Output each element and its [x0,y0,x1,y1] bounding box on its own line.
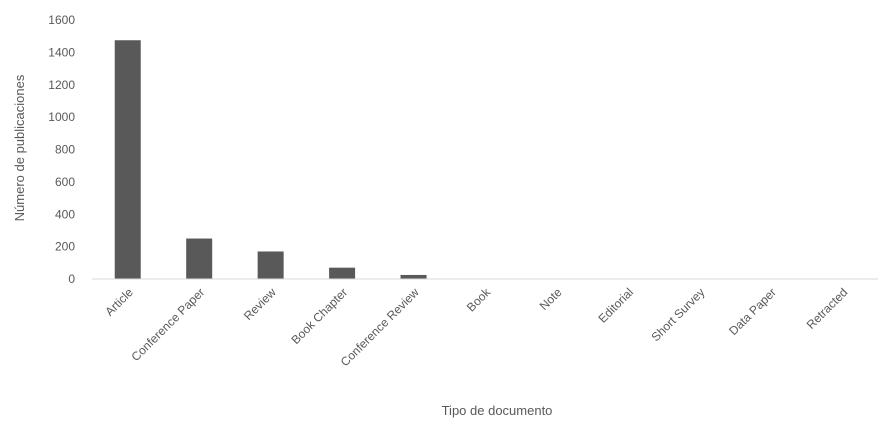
y-tick-label: 1400 [48,45,75,59]
y-tick-label: 1600 [48,13,75,27]
x-tick-label: Conference Review [338,285,422,369]
x-axis-title: Tipo de documento [442,403,553,418]
y-tick-label: 400 [55,207,75,221]
x-tick-label: Short Survey [649,285,708,344]
bar [186,238,213,279]
x-tick-label: Retracted [804,285,851,332]
y-axis-title: Número de publicaciones [12,74,27,221]
bar [329,267,356,279]
y-axis-tick-labels: 0 200 400 600 800 1000 1200 1400 1600 [48,13,75,286]
bars [114,40,856,279]
x-tick-label: Book Chapter [288,285,350,347]
y-tick-label: 800 [55,143,75,157]
x-tick-label: Note [537,285,565,313]
x-tick-label: Review [241,285,279,323]
x-tick-label: Editorial [595,285,636,326]
bar [114,40,141,279]
bar [257,251,284,279]
x-tick-label: Article [102,285,136,319]
x-tick-label: Data Paper [726,285,779,338]
y-tick-label: 0 [68,272,75,286]
x-tick-label: Book [464,285,494,315]
y-tick-label: 1200 [48,78,75,92]
y-tick-label: 1000 [48,110,75,124]
bar [400,274,427,279]
x-tick-label: Conference Paper [129,285,208,364]
y-tick-label: 200 [55,240,75,254]
y-tick-label: 600 [55,175,75,189]
